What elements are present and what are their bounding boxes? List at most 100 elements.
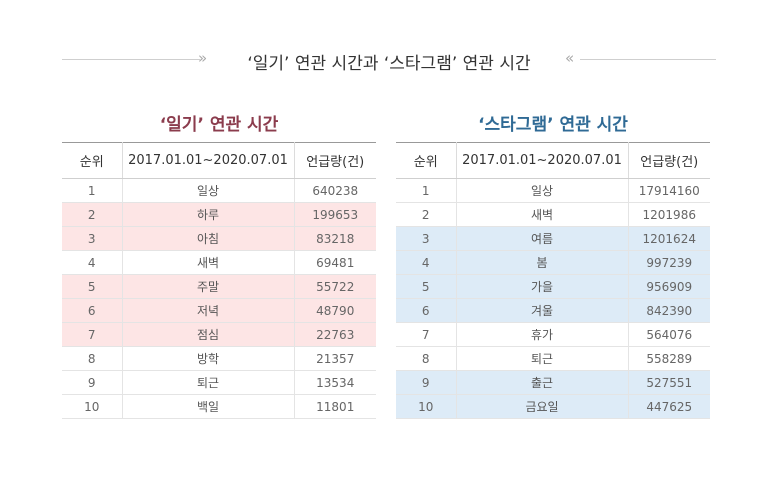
count-cell: 564076 (628, 322, 710, 347)
term-cell: 퇴근 (456, 346, 629, 371)
term-cell: 퇴근 (122, 370, 295, 395)
rank-cell: 1 (62, 178, 123, 203)
table-row: 1 일상 17914160 (396, 178, 710, 203)
count-cell: 558289 (628, 346, 710, 371)
count-cell: 22763 (294, 322, 376, 347)
stagram-ranking-table: ‘스타그램’ 연관 시간 순위 2017.01.01~2020.07.01 언급… (396, 112, 710, 419)
count-cell: 1201624 (628, 226, 710, 251)
term-cell: 하루 (122, 202, 295, 227)
count-cell: 55722 (294, 274, 376, 299)
term-cell: 새벽 (456, 202, 629, 227)
column-header-period: 2017.01.01~2020.07.01 (122, 142, 295, 179)
table-row: 10 금요일 447625 (396, 394, 710, 419)
chevron-left-icon: « (565, 49, 574, 67)
table-title: ‘일기’ 연관 시간 (159, 115, 279, 135)
count-cell: 17914160 (628, 178, 710, 203)
table-row: 2 하루 199653 (62, 202, 376, 227)
term-cell: 점심 (122, 322, 295, 347)
term-cell: 겨울 (456, 298, 629, 323)
table-header-row: 순위 2017.01.01~2020.07.01 언급량(건) (62, 142, 376, 179)
rank-cell: 3 (62, 226, 123, 251)
rank-cell: 7 (62, 322, 123, 347)
table-row: 7 점심 22763 (62, 322, 376, 347)
table-row: 1 일상 640238 (62, 178, 376, 203)
term-cell: 휴가 (456, 322, 629, 347)
term-cell: 새벽 (122, 250, 295, 275)
table-row: 8 방학 21357 (62, 346, 376, 371)
count-cell: 956909 (628, 274, 710, 299)
rank-cell: 6 (62, 298, 123, 323)
table-header-row: 순위 2017.01.01~2020.07.01 언급량(건) (396, 142, 710, 179)
term-cell: 여름 (456, 226, 629, 251)
term-cell: 방학 (122, 346, 295, 371)
count-cell: 1201986 (628, 202, 710, 227)
table-row: 2 새벽 1201986 (396, 202, 710, 227)
rank-cell: 7 (396, 322, 457, 347)
table-row: 3 여름 1201624 (396, 226, 710, 251)
rank-cell: 1 (396, 178, 457, 203)
count-cell: 69481 (294, 250, 376, 275)
rank-cell: 8 (396, 346, 457, 371)
table-row: 5 가을 956909 (396, 274, 710, 299)
table-row: 7 휴가 564076 (396, 322, 710, 347)
table-row: 3 아침 83218 (62, 226, 376, 251)
term-cell: 출근 (456, 370, 629, 395)
header-divider-left (62, 59, 200, 60)
page-title: ‘일기’ 연관 시간과 ‘스타그램’ 연관 시간 (247, 54, 531, 74)
term-cell: 가을 (456, 274, 629, 299)
count-cell: 199653 (294, 202, 376, 227)
column-header-period: 2017.01.01~2020.07.01 (456, 142, 629, 179)
header-divider-right (580, 59, 716, 60)
table-row: 5 주말 55722 (62, 274, 376, 299)
table-row: 9 출근 527551 (396, 370, 710, 395)
ranking-table: 순위 2017.01.01~2020.07.01 언급량(건) 1 일상 17914… (396, 142, 710, 419)
rank-cell: 8 (62, 346, 123, 371)
table-row: 4 봄 997239 (396, 250, 710, 275)
table-row: 6 겨울 842390 (396, 298, 710, 323)
term-cell: 저녁 (122, 298, 295, 323)
table-row: 10 백일 11801 (62, 394, 376, 419)
term-cell: 일상 (456, 178, 629, 203)
diary-ranking-table: ‘일기’ 연관 시간 순위 2017.01.01~2020.07.01 언급량(… (62, 112, 376, 419)
term-cell: 아침 (122, 226, 295, 251)
table-title: ‘스타그램’ 연관 시간 (478, 115, 628, 135)
table-row: 8 퇴근 558289 (396, 346, 710, 371)
rank-cell: 9 (396, 370, 457, 395)
count-cell: 842390 (628, 298, 710, 323)
table-row: 9 퇴근 13534 (62, 370, 376, 395)
ranking-table: 순위 2017.01.01~2020.07.01 언급량(건) 1 일상 64023… (62, 142, 376, 419)
count-cell: 48790 (294, 298, 376, 323)
rank-cell: 6 (396, 298, 457, 323)
rank-cell: 10 (396, 394, 457, 419)
section-header: » ‘일기’ 연관 시간과 ‘스타그램’ 연관 시간 « (0, 46, 778, 74)
column-header-rank: 순위 (396, 142, 457, 179)
rank-cell: 2 (62, 202, 123, 227)
rank-cell: 10 (62, 394, 123, 419)
term-cell: 금요일 (456, 394, 629, 419)
rank-cell: 5 (396, 274, 457, 299)
count-cell: 11801 (294, 394, 376, 419)
rank-cell: 2 (396, 202, 457, 227)
count-cell: 447625 (628, 394, 710, 419)
chevron-right-icon: » (198, 49, 207, 67)
count-cell: 21357 (294, 346, 376, 371)
term-cell: 봄 (456, 250, 629, 275)
count-cell: 997239 (628, 250, 710, 275)
rank-cell: 3 (396, 226, 457, 251)
column-header-count: 언급량(건) (628, 142, 710, 179)
count-cell: 13534 (294, 370, 376, 395)
rank-cell: 9 (62, 370, 123, 395)
term-cell: 일상 (122, 178, 295, 203)
count-cell: 527551 (628, 370, 710, 395)
count-cell: 640238 (294, 178, 376, 203)
table-row: 4 새벽 69481 (62, 250, 376, 275)
term-cell: 백일 (122, 394, 295, 419)
table-row: 6 저녁 48790 (62, 298, 376, 323)
rank-cell: 4 (62, 250, 123, 275)
column-header-rank: 순위 (62, 142, 123, 179)
rank-cell: 5 (62, 274, 123, 299)
term-cell: 주말 (122, 274, 295, 299)
rank-cell: 4 (396, 250, 457, 275)
count-cell: 83218 (294, 226, 376, 251)
column-header-count: 언급량(건) (294, 142, 376, 179)
